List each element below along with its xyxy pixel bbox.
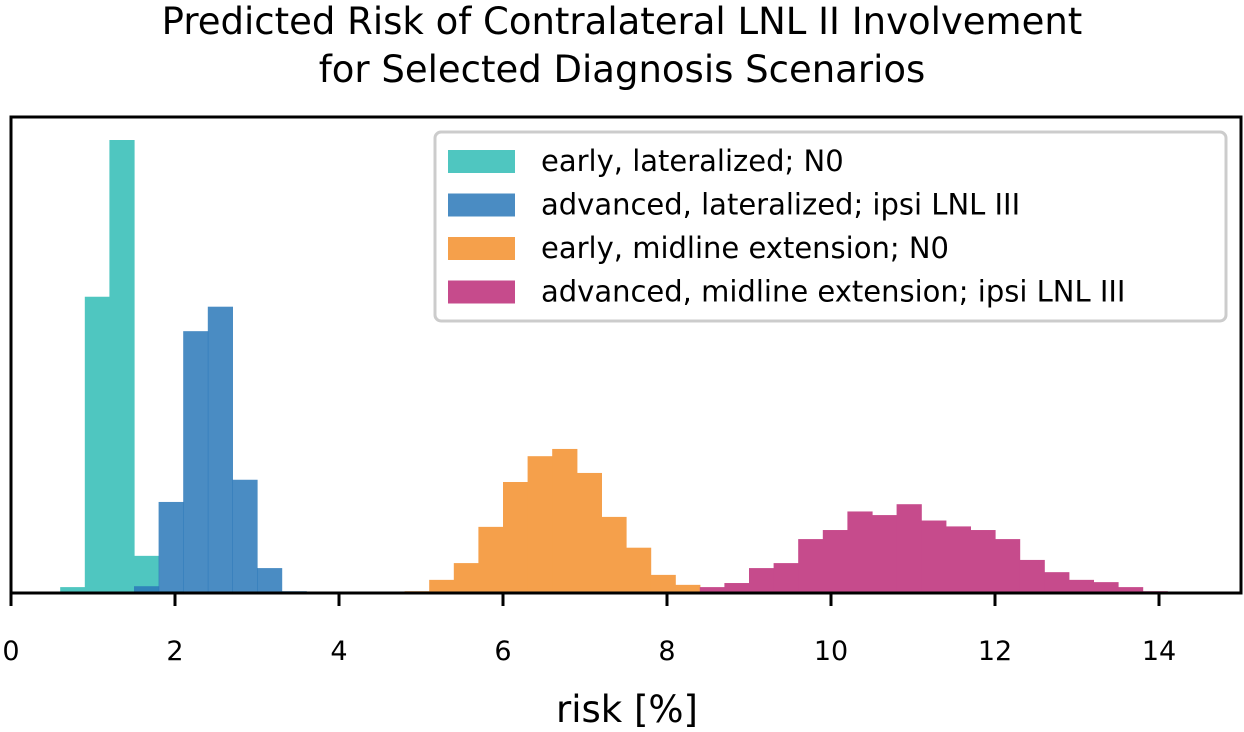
legend-label: advanced, lateralized; ipsi LNL III bbox=[541, 188, 1020, 222]
histogram-bar bbox=[650, 574, 676, 593]
histogram-bar bbox=[847, 511, 873, 593]
x-axis-label: risk [%] bbox=[556, 688, 698, 731]
legend-swatch bbox=[448, 237, 515, 260]
legend-swatch bbox=[448, 193, 515, 217]
x-tick-label: 2 bbox=[166, 636, 183, 667]
histogram-bar bbox=[232, 479, 258, 593]
histogram-bar bbox=[207, 306, 233, 593]
histogram-bar bbox=[601, 516, 627, 593]
histogram-bar bbox=[921, 520, 947, 593]
legend: early, lateralized; N0 advanced, laterali… bbox=[433, 130, 1228, 323]
histogram-bar bbox=[1093, 582, 1119, 593]
histogram-bar bbox=[995, 539, 1021, 593]
histogram-bar bbox=[1044, 572, 1070, 593]
x-tick-label: 14 bbox=[1142, 636, 1176, 667]
series-3-bars bbox=[699, 504, 1168, 593]
histogram-bar bbox=[872, 515, 898, 593]
x-tick-label: 12 bbox=[978, 636, 1012, 667]
histogram-bar bbox=[675, 584, 701, 593]
histogram-bar bbox=[84, 296, 110, 593]
histogram-bar bbox=[60, 587, 86, 593]
histogram-bar bbox=[429, 579, 455, 593]
histogram-bar bbox=[1118, 587, 1144, 593]
chart-title-line-2: for Selected Diagnosis Scenarios bbox=[318, 48, 926, 91]
histogram-bar bbox=[576, 472, 602, 593]
x-axis-ticks: 0 2 4 6 8 10 12 14 bbox=[2, 593, 1176, 667]
histogram-bar bbox=[1019, 559, 1045, 593]
x-tick-label: 10 bbox=[814, 636, 848, 667]
histogram-bar bbox=[453, 563, 479, 593]
histogram-bar bbox=[478, 526, 504, 593]
histogram-bar bbox=[1068, 579, 1094, 593]
histogram-bar bbox=[822, 530, 848, 593]
histogram-bars bbox=[60, 140, 1168, 593]
legend-swatch bbox=[448, 150, 515, 173]
histogram-bar bbox=[134, 586, 160, 593]
histogram-bar bbox=[724, 583, 750, 593]
series-1-bars bbox=[134, 306, 307, 593]
chart-title-line-1: Predicted Risk of Contralateral LNL II I… bbox=[161, 0, 1083, 43]
histogram-bar bbox=[945, 526, 971, 593]
x-tick-label: 8 bbox=[658, 636, 675, 667]
x-tick-label: 6 bbox=[494, 636, 511, 667]
histogram-bar bbox=[699, 587, 725, 593]
series-0-bars bbox=[60, 140, 184, 593]
histogram-bar bbox=[503, 482, 529, 593]
legend-label: early, lateralized; N0 bbox=[541, 144, 844, 178]
histogram-bar bbox=[183, 331, 209, 593]
legend-label: advanced, midline extension; ipsi LNL II… bbox=[541, 275, 1126, 309]
histogram-bar bbox=[896, 504, 922, 593]
histogram-bar bbox=[527, 456, 553, 593]
x-tick-label: 4 bbox=[330, 636, 347, 667]
histogram-bar bbox=[749, 568, 775, 593]
histogram-bar bbox=[158, 501, 184, 593]
histogram-bar bbox=[970, 530, 996, 593]
histogram-bar bbox=[109, 140, 135, 593]
histogram-bar bbox=[773, 563, 799, 593]
histogram-bar bbox=[626, 547, 652, 593]
axes-frame bbox=[9, 115, 1243, 595]
legend-frame bbox=[433, 130, 1228, 323]
x-tick-label: 0 bbox=[2, 636, 19, 667]
histogram-bar bbox=[798, 539, 824, 593]
series-2-bars bbox=[404, 448, 725, 593]
legend-swatch bbox=[448, 280, 515, 304]
legend-label: early, midline extension; N0 bbox=[541, 231, 949, 265]
histogram-bar bbox=[552, 448, 578, 593]
histogram-bar bbox=[257, 568, 283, 593]
